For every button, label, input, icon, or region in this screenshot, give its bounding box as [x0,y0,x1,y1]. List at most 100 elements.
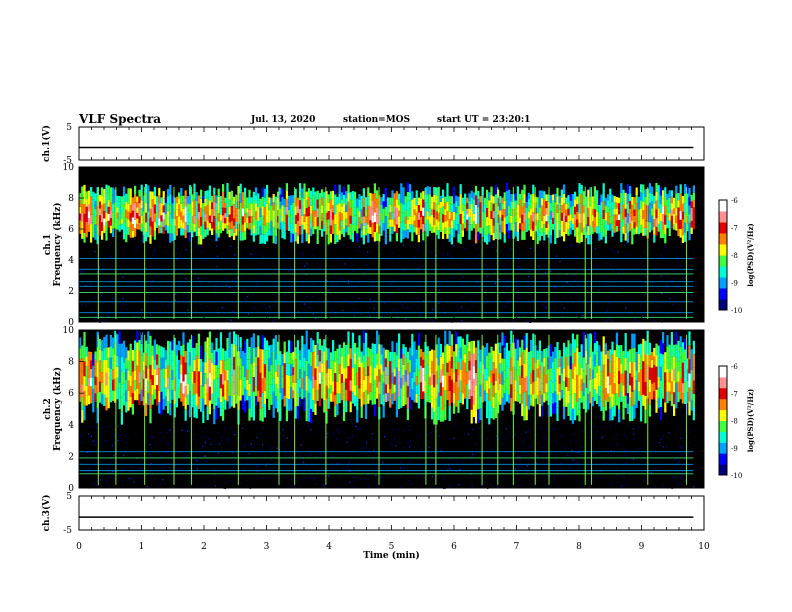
emission-cell [442,197,445,207]
emission-cell [182,356,185,370]
emission-cell [453,361,456,373]
noise-speck [470,299,473,301]
emission-cell [169,403,172,416]
noise-speck [461,296,464,298]
noise-speck [262,255,264,257]
noise-speck [525,431,527,433]
noise-speck [506,306,508,308]
emission-cell [618,203,621,209]
noise-speck [243,444,246,446]
emission-cell [301,215,304,225]
emission-cell [156,374,159,386]
emission-cell [681,235,684,243]
noise-speck [216,245,218,247]
emission-cell [347,226,350,236]
noise-speck [467,433,470,435]
noise-speck [185,432,187,434]
emission-cell [268,222,271,230]
emission-cell [217,204,220,214]
noise-speck [243,288,245,290]
emission-cell [644,409,647,424]
noise-speck [691,314,693,316]
noise-speck [88,299,90,301]
emission-cell [248,209,251,217]
emission-cell [380,228,383,236]
noise-speck [650,425,652,427]
y-axis-label: Frequency (kHz) [52,202,63,286]
emission-cell [96,215,99,226]
emission-cell [178,388,181,399]
emission-cell [426,346,429,356]
noise-speck [533,305,536,307]
emission-cell [83,184,86,195]
noise-speck [524,454,526,457]
emission-cell [109,194,112,203]
emission-cell [255,211,258,220]
noise-speck [645,293,647,295]
emission-cell [371,363,374,375]
emission-cell [314,368,317,380]
emission-cell [558,375,561,384]
emission-cell [640,200,643,209]
noise-speck [471,486,473,488]
emission-cell [211,195,214,203]
emission-cell [644,382,647,396]
emission-cell [169,341,172,354]
emission-cell [692,200,695,208]
emission-cell [109,334,112,347]
emission-cell [607,393,610,403]
emission-cell [398,216,401,223]
noise-speck [326,279,328,281]
emission-cell [519,223,522,230]
emission-cell [479,208,482,215]
emission-cell [79,358,82,370]
emission-cell [402,364,405,376]
noise-speck [145,459,148,461]
emission-cell [283,384,286,396]
emission-cell [222,207,225,216]
noise-speck [80,271,82,273]
emission-cell [365,361,368,376]
noise-speck [275,436,277,438]
noise-speck [532,269,534,272]
colorbar-cell [719,224,727,228]
emission-cell [578,386,581,399]
noise-speck [639,457,641,460]
noise-speck [388,299,390,301]
noise-speck [584,484,587,486]
emission-cell [475,360,478,373]
emission-cell [292,359,295,368]
emission-cell [92,199,95,207]
noise-speck [198,247,200,249]
emission-cell [673,344,676,357]
emission-cell [591,360,594,370]
emission-cell [444,227,447,234]
emission-cell [574,379,577,394]
emission-cell [415,190,418,198]
emission-cell [327,219,330,228]
noise-speck [282,428,284,431]
noise-speck [438,289,441,291]
emission-cell [112,337,115,349]
emission-cell [118,356,121,370]
emission-cell [631,333,634,349]
noise-speck [296,478,298,480]
emission-cell [558,195,561,203]
noise-speck [96,271,99,273]
emission-cell [360,223,363,231]
noise-speck [299,428,301,430]
emission-cell [635,202,638,211]
noise-speck [86,451,89,454]
emission-cell [626,193,629,204]
noise-speck [178,282,180,285]
emission-cell [303,397,306,412]
emission-cell [530,201,533,209]
noise-speck [453,245,455,247]
emission-cell [569,220,572,228]
emission-cell [598,219,601,227]
noise-speck [404,318,407,320]
emission-cell [321,345,324,355]
emission-cell [380,354,383,365]
noise-speck [624,434,626,436]
emission-cell [642,350,645,362]
